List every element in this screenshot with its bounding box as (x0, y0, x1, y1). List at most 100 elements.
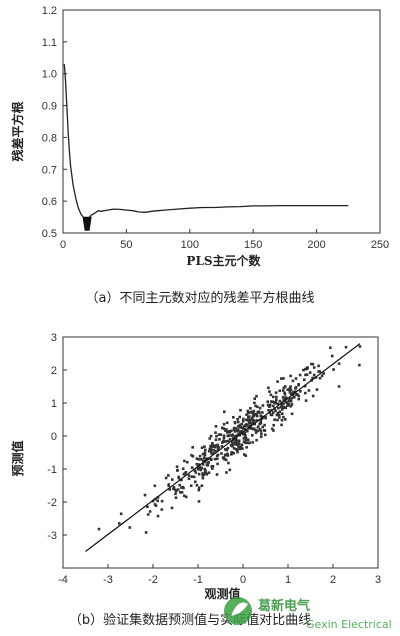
scatter-point (278, 416, 281, 419)
scatter-point (160, 499, 164, 503)
scatter-point (189, 484, 193, 487)
scatter-point (290, 397, 293, 400)
scatter-point (298, 373, 302, 377)
scatter-point (267, 405, 271, 408)
scatter-point (230, 451, 234, 455)
scatter-point (204, 448, 207, 452)
scatter-point (236, 429, 239, 433)
scatter-point (204, 469, 207, 472)
scatter-point (248, 427, 251, 430)
scatter-point (211, 452, 215, 455)
scatter-point (227, 439, 230, 443)
y-tick-label-b: -1 (47, 464, 57, 476)
scatter-point (215, 435, 218, 438)
scatter-point (241, 419, 245, 423)
scatter-point (174, 496, 178, 499)
scatter-point (239, 430, 242, 433)
scatter-point (259, 419, 262, 422)
scatter-point (303, 378, 306, 381)
y-tick-label-b: 1 (51, 398, 57, 410)
scatter-point (294, 377, 298, 380)
scatter-point (227, 461, 230, 465)
scatter-point (284, 406, 288, 410)
scatter-point (287, 388, 291, 392)
scatter-point (312, 373, 316, 377)
scatter-point (250, 421, 253, 425)
scatter-point (311, 376, 314, 380)
scatter-point (329, 346, 332, 349)
scatter-point (281, 412, 284, 415)
scatter-point (244, 423, 248, 426)
scatter-point (283, 406, 286, 409)
scatter-point (239, 408, 242, 412)
scatter-point (289, 405, 293, 408)
scatter-point (272, 395, 275, 399)
scatter-point (235, 443, 239, 446)
scatter-point (176, 488, 180, 491)
scatter-point (272, 411, 275, 414)
scatter-point (220, 452, 223, 455)
watermark-subtext: Gexin Electrical (306, 618, 392, 631)
fit-line (85, 343, 361, 552)
scatter-point (250, 410, 254, 414)
scatter-point (233, 421, 237, 425)
scatter-point (267, 386, 270, 390)
scatter-point (228, 437, 232, 441)
prediction-scatter-chart: -4 -3 -2 -1 0 1 2 3 -3 -2 -1 0 1 2 3 预测值 观测值 （b）验证集数据预… (10, 332, 381, 628)
scatter-point (226, 446, 230, 450)
scatter-point (337, 385, 341, 388)
x-axis-label-a: PLS主元个数 (186, 253, 261, 268)
scatter-point (226, 452, 229, 456)
rmse-curve-chart: 0 50 100 150 200 2500.50.60.70.80.91.01.11.2 … (10, 5, 389, 306)
scatter-point (205, 473, 209, 476)
scatter-point (304, 373, 307, 377)
scatter-point (216, 444, 219, 448)
scatter-point (197, 488, 201, 492)
scatter-point (278, 399, 282, 403)
scatter-point (286, 388, 289, 391)
scatter-point (277, 406, 280, 410)
scatter-point (280, 377, 283, 380)
scatter-point (288, 391, 292, 394)
scatter-point (118, 522, 121, 525)
x-tick-label-b: 1 (285, 574, 291, 586)
scatter-point (237, 445, 240, 449)
scatter-point (222, 434, 226, 437)
scatter-point (195, 483, 199, 487)
scatter-point (190, 453, 193, 457)
scatter-point (274, 409, 277, 413)
scatter-point (234, 438, 238, 441)
scatter-point (237, 420, 240, 424)
scatter-point (282, 415, 285, 419)
scatter-point (200, 446, 204, 449)
scatter-point (180, 478, 183, 482)
scatter-point (259, 429, 263, 433)
scatter-point (148, 510, 152, 513)
scatter-point (224, 440, 228, 443)
watermark-logo: 葛新电气 Gexin Electrical (224, 597, 392, 631)
scatter-point (198, 467, 202, 470)
scatter-point (231, 442, 234, 446)
x-tick-label-b: 2 (330, 574, 336, 586)
scatter-point (177, 475, 180, 479)
scatter-point (168, 488, 171, 491)
scatter-point (213, 444, 217, 447)
scatter-point (225, 448, 228, 452)
scatter-point (192, 475, 196, 479)
scatter-point (255, 394, 258, 398)
scatter-point (176, 468, 179, 472)
scatter-point (272, 404, 275, 408)
scatter-point (225, 421, 229, 425)
scatter-point (255, 438, 258, 442)
tick-group-a: 0 50 100 150 200 250 0.5 0.6 0.7 0.8 0.9 1.0 1.1 1.2 (42, 5, 389, 251)
scatter-point (228, 430, 232, 433)
scatter-point (248, 418, 251, 422)
scatter-point (250, 418, 254, 421)
scatter-point (213, 457, 217, 461)
scatter-point (275, 398, 278, 402)
scatter-point (234, 439, 238, 443)
y-tick-label-a: 0.7 (42, 164, 57, 176)
scatter-point (243, 424, 246, 428)
scatter-point (281, 389, 285, 392)
scatter-point (261, 404, 265, 407)
